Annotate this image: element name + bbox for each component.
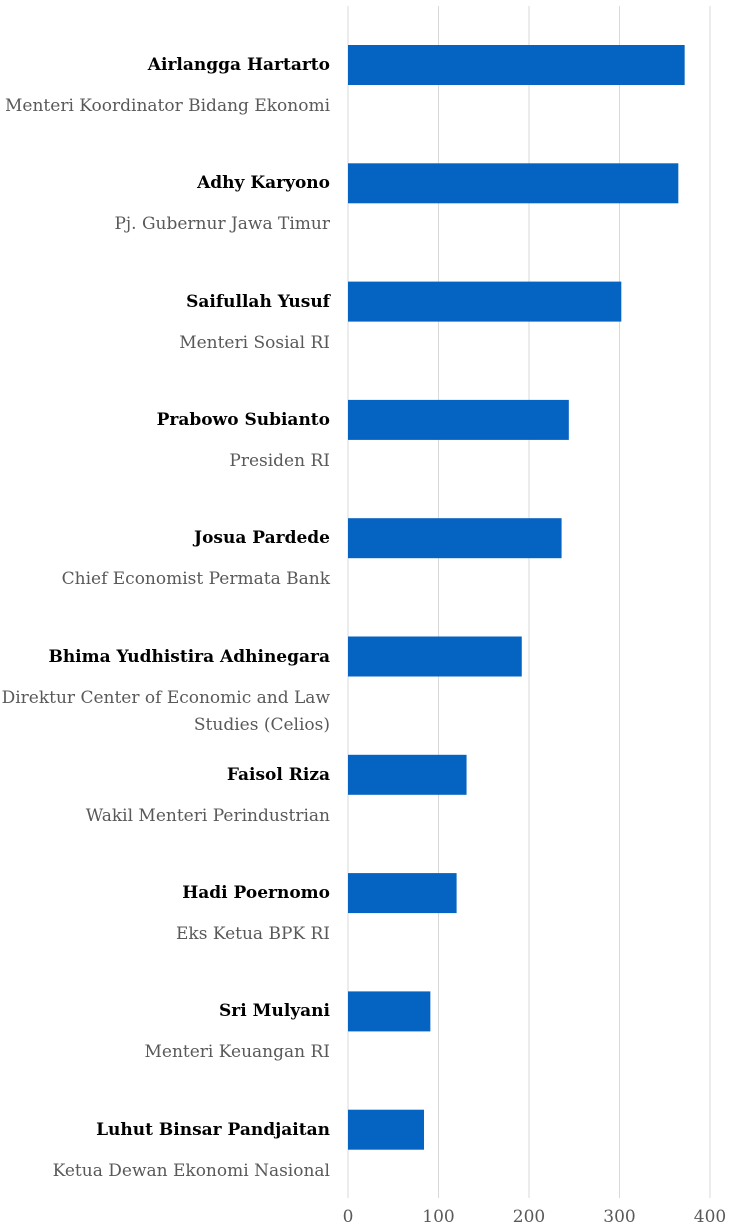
person-position: Wakil Menteri Perindustrian xyxy=(85,805,330,826)
category-label: Saifullah Yusuf Menteri Sosial RI xyxy=(0,289,330,357)
category-label: Bhima Yudhistira Adhinegara Direktur Cent… xyxy=(0,644,330,739)
person-name: Prabowo Subianto xyxy=(156,409,330,430)
person-name: Airlangga Hartarto xyxy=(147,55,330,75)
bar xyxy=(348,45,685,85)
x-tick-label: 300 xyxy=(603,1207,635,1227)
person-position: Menteri Keuangan RI xyxy=(144,1042,331,1063)
category-label: Josua Pardede Chief Economist Permata Ban… xyxy=(0,525,330,593)
category-label: Prabowo Subianto Presiden RI xyxy=(0,407,330,475)
bar xyxy=(348,518,562,559)
person-position: Chief Economist Permata Bank xyxy=(61,569,330,590)
bar xyxy=(348,1109,425,1150)
person-position: Direktur Center of Economic and Law Stud… xyxy=(1,687,330,735)
bar xyxy=(348,754,467,795)
bar xyxy=(348,281,622,322)
category-label: Faisol Riza Wakil Menteri Perindustrian xyxy=(0,762,330,830)
person-position: Pj. Gubernur Jawa Timur xyxy=(114,214,330,235)
category-label: Airlangga Hartarto Menteri Koordinator Bi… xyxy=(0,52,330,120)
person-name: Saifullah Yusuf xyxy=(186,291,330,312)
bar xyxy=(348,636,522,677)
person-name: Luhut Binsar Pandjaitan xyxy=(96,1119,330,1140)
x-tick-label: 400 xyxy=(694,1207,726,1227)
bar xyxy=(348,991,431,1032)
person-name: Adhy Karyono xyxy=(197,173,330,194)
person-position: Ketua Dewan Ekonomi Nasional xyxy=(52,1160,330,1181)
bar xyxy=(348,399,569,440)
x-tick-label: 200 xyxy=(513,1207,545,1227)
x-tick-label: 0 xyxy=(343,1207,354,1227)
bar xyxy=(348,163,679,204)
person-position: Menteri Koordinator Bidang Ekonomi xyxy=(5,96,330,116)
person-name: Josua Pardede xyxy=(194,528,330,549)
person-position: Eks Ketua BPK RI xyxy=(175,924,330,945)
bar xyxy=(348,873,457,914)
x-tick-label: 100 xyxy=(422,1207,454,1227)
person-name: Hadi Poernomo xyxy=(182,883,330,904)
person-name: Sri Mulyani xyxy=(219,1001,330,1022)
person-name: Bhima Yudhistira Adhinegara xyxy=(48,646,330,667)
category-label: Hadi Poernomo Eks Ketua BPK RI xyxy=(0,880,330,948)
category-label: Adhy Karyono Pj. Gubernur Jawa Timur xyxy=(0,170,330,238)
category-label: Sri Mulyani Menteri Keuangan RI xyxy=(0,998,331,1066)
person-name: Faisol Riza xyxy=(226,764,330,785)
person-position: Menteri Sosial RI xyxy=(179,332,330,353)
category-label: Luhut Binsar Pandjaitan Ketua Dewan Ekono… xyxy=(0,1117,330,1185)
person-position: Presiden RI xyxy=(229,450,330,471)
